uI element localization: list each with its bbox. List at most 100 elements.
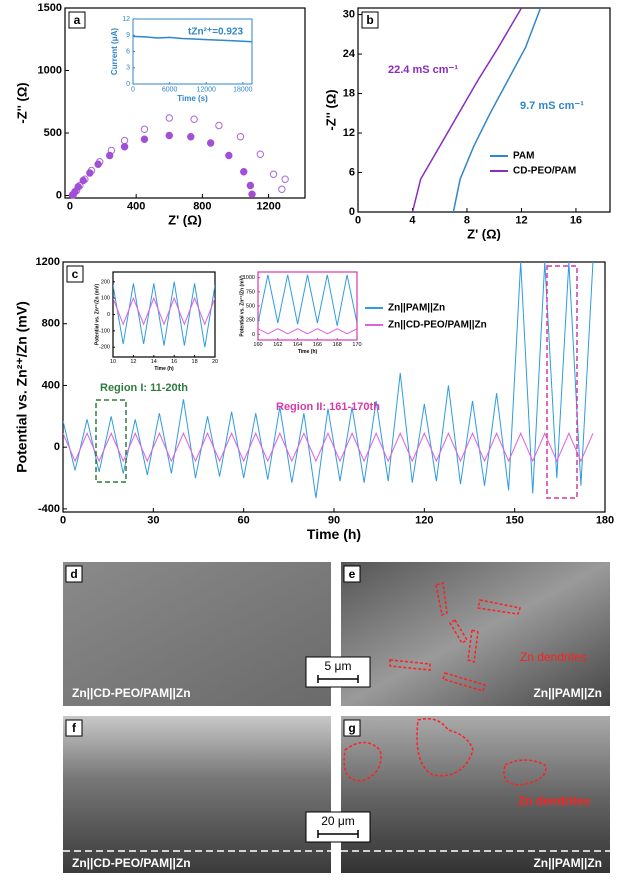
panel-label-box — [343, 719, 361, 737]
annotation: 9.7 mS cm⁻¹ — [520, 100, 584, 112]
x-tick-label: 0 — [67, 201, 73, 213]
x-axis-label: Time (h) — [298, 349, 318, 355]
y-tick-label: 9 — [126, 32, 130, 39]
scale-bar-box — [305, 811, 371, 843]
y-tick-label: 0 — [126, 81, 130, 88]
data-point — [165, 114, 173, 122]
image-caption: Zn||CD-PEO/PAM||Zn — [72, 686, 191, 700]
dendrite-label: Zn dendrites — [520, 650, 587, 664]
legend-label: Zn||CD-PEO/PAM||Zn — [388, 320, 487, 331]
panel-label: b — [366, 13, 373, 27]
annotation: 22.4 mS cm⁻¹ — [388, 64, 458, 76]
x-tick-label: 60 — [238, 515, 250, 527]
legend-label: CD-PEO/PAM — [513, 166, 576, 177]
scale-bar-label: 5 μm — [325, 659, 352, 673]
x-tick-label: 150 — [505, 515, 523, 527]
y-axis-label: Potential vs. Zn²⁺/Zn (mV) — [14, 301, 30, 473]
legend-label: PAM — [513, 151, 534, 162]
x-tick-label: 0 — [355, 215, 361, 227]
y-tick-label: 6 — [349, 166, 355, 178]
y-tick-label: 24 — [343, 48, 356, 60]
panel-label: e — [349, 567, 356, 581]
y-axis-label: Current (μA) — [110, 28, 119, 75]
y-tick-label: 3 — [126, 65, 130, 72]
x-tick-label: 16 — [171, 359, 177, 365]
data-line — [452, 8, 542, 212]
annotation: Region I: 11-20th — [100, 382, 188, 394]
y-tick-label: 400 — [42, 379, 60, 391]
y-tick-label: 1500 — [38, 2, 62, 14]
data-line — [133, 35, 252, 43]
data-point — [281, 175, 289, 183]
data-point — [190, 115, 198, 123]
y-tick-label: -100 — [99, 328, 110, 334]
chart: 0 6 12 18 24 30 0 4 8 12 16 Z' (Ω) -Z'' (Ω) PAM CD-PEO… — [323, 7, 611, 242]
x-tick-label: 1200 — [256, 201, 280, 213]
scale-bar-box — [305, 656, 371, 688]
y-tick-label: 30 — [343, 8, 355, 20]
y-tick-label: 0 — [349, 206, 355, 218]
panel-label-box — [65, 565, 83, 583]
data-point — [256, 150, 265, 158]
y-tick-label: 200 — [101, 279, 110, 285]
dendrite-label: Zn dendrites — [518, 794, 590, 808]
y-tick-label: 1200 — [36, 256, 60, 268]
data-point — [269, 170, 278, 178]
data-point — [236, 133, 245, 141]
y-tick-label: 500 — [246, 303, 255, 309]
x-tick-label: 6000 — [162, 86, 178, 93]
sem-image — [63, 562, 331, 706]
data-point — [74, 183, 82, 191]
panel-label: g — [348, 721, 355, 735]
x-axis-label: Time (h) — [307, 526, 361, 542]
data-point — [79, 176, 87, 185]
image-caption: Zn||PAM||Zn — [533, 686, 602, 700]
data-point — [215, 121, 223, 130]
data-point — [140, 135, 149, 143]
y-axis-label: -Z'' (Ω) — [323, 89, 338, 130]
y-tick-label: 0 — [252, 332, 255, 338]
dendrite-outlines — [343, 582, 547, 786]
y-tick-label: 0 — [56, 189, 62, 201]
panel-label-box — [65, 719, 83, 737]
data-line — [113, 281, 215, 348]
y-tick-label: 0 — [107, 312, 110, 318]
data-point — [120, 143, 129, 151]
sem-images: d e f g Zn||CD-PEO/PAM||Zn Zn||PAM||Zn Z… — [63, 562, 610, 873]
data-point — [246, 181, 255, 190]
x-tick-label: 120 — [415, 515, 433, 527]
x-tick-label: 170 — [352, 342, 361, 348]
scale-bar-label: 20 μm — [321, 814, 355, 828]
y-tick-label: -200 — [99, 345, 110, 351]
legend-label: Zn||PAM||Zn — [388, 303, 445, 314]
region-two-box — [546, 265, 578, 499]
plot-frame — [132, 18, 253, 85]
sem-image — [63, 716, 331, 873]
y-tick-label: 12 — [343, 127, 355, 139]
data-line — [113, 296, 215, 326]
y-tick-label: 750 — [246, 289, 255, 295]
x-tick-label: 164 — [293, 342, 302, 348]
y-tick-label: 100 — [101, 296, 110, 302]
x-tick-label: 10 — [110, 359, 116, 365]
chart: -200 -100 0 100 200 10 12 14 16 18 20 Time (h) Poten… — [94, 271, 218, 372]
data-point — [105, 151, 114, 160]
scale-bar — [317, 830, 359, 838]
panel-label: f — [72, 721, 77, 735]
data-line — [258, 328, 357, 335]
chart: 0 3 6 9 12 0 6000 12000 18000 Time (s) Current (μA… — [110, 16, 253, 103]
data-point — [240, 168, 248, 176]
plot-frame — [257, 271, 358, 341]
panel-label: a — [74, 13, 81, 27]
x-tick-label: 90 — [328, 515, 340, 527]
x-tick-label: 12 — [130, 359, 136, 365]
data-point — [94, 160, 102, 168]
x-tick-label: 166 — [313, 342, 322, 348]
y-tick-label: 18 — [343, 87, 355, 99]
data-line — [63, 432, 594, 463]
data-point — [248, 190, 256, 198]
panel-label-box — [66, 265, 84, 283]
